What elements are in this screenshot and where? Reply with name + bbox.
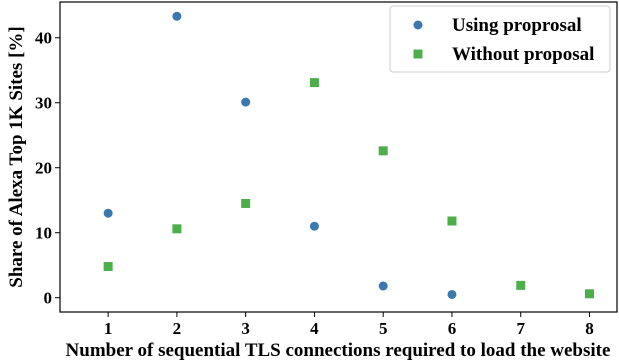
data-point-without-proposal xyxy=(172,224,182,234)
y-tick-label: 10 xyxy=(35,224,52,243)
data-point-without-proposal xyxy=(241,198,251,208)
y-tick-label: 40 xyxy=(35,29,52,48)
legend-box xyxy=(389,5,611,73)
legend: Using proprosal Without proposal xyxy=(389,5,611,73)
x-tick-label: 2 xyxy=(173,319,182,338)
data-point-using-proposal xyxy=(309,221,319,231)
data-point-using-proposal xyxy=(378,281,388,291)
x-axis-label: Number of sequential TLS connections req… xyxy=(66,340,611,361)
data-point-using-proposal xyxy=(103,208,113,218)
data-point-without-proposal xyxy=(378,146,388,156)
x-tick-label: 1 xyxy=(104,319,113,338)
data-point-without-proposal xyxy=(103,262,113,272)
x-tick-label: 7 xyxy=(516,319,525,338)
y-tick-label: 30 xyxy=(35,94,52,113)
x-axis-ticks: 1 2 3 4 5 6 7 8 xyxy=(104,312,594,338)
data-point-using-proposal xyxy=(241,97,251,107)
y-axis-ticks: 0 10 20 30 40 xyxy=(35,29,60,308)
data-point-without-proposal xyxy=(584,289,594,299)
data-point-without-proposal xyxy=(309,78,319,88)
legend-label-without-proposal: Without proposal xyxy=(452,44,594,65)
x-tick-label: 8 xyxy=(585,319,594,338)
data-point-without-proposal xyxy=(516,280,526,290)
legend-marker-without-proposal xyxy=(413,49,423,59)
data-point-using-proposal xyxy=(447,289,457,299)
data-point-without-proposal xyxy=(447,216,457,226)
legend-label-using-proposal: Using proprosal xyxy=(452,15,582,36)
data-points xyxy=(103,11,594,299)
y-tick-label: 20 xyxy=(35,159,52,178)
y-axis-label: Share of Alexa Top 1K Sites [%] xyxy=(6,26,27,287)
x-tick-label: 6 xyxy=(448,319,457,338)
legend-marker-using-proposal xyxy=(413,20,423,30)
data-point-using-proposal xyxy=(172,11,182,21)
y-tick-label: 0 xyxy=(44,289,53,308)
x-tick-label: 4 xyxy=(310,319,319,338)
x-tick-label: 3 xyxy=(241,319,250,338)
x-tick-label: 5 xyxy=(379,319,388,338)
